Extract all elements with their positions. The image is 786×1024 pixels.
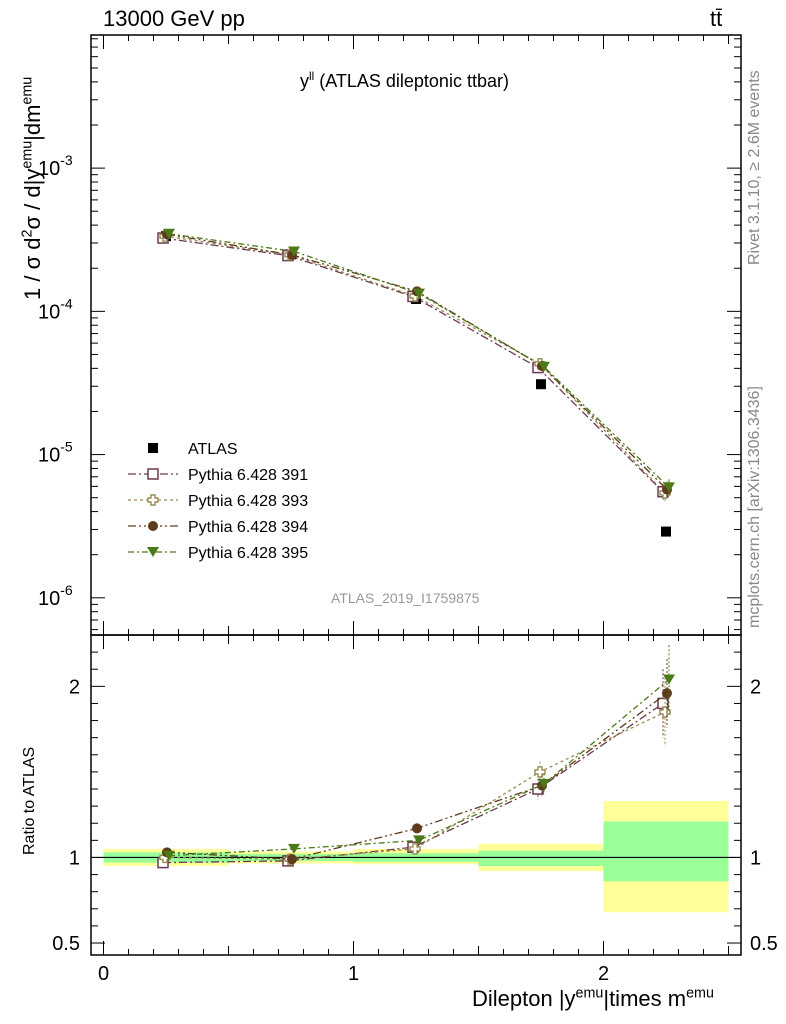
ratio-y-tick-label: 2 xyxy=(750,676,761,698)
plot-title-symbol: y xyxy=(300,71,309,91)
ratio-data-point xyxy=(288,843,300,854)
plot-title-superscript: ll xyxy=(309,70,315,83)
ratio-data-point xyxy=(538,778,550,789)
main-y-tick-exponent: -6 xyxy=(60,582,73,598)
main-series-line xyxy=(166,233,668,491)
main-data-point xyxy=(538,361,550,372)
legend-label: Pythia 6.428 391 xyxy=(188,467,308,484)
main-y-tick-label: 10-3 xyxy=(38,152,73,180)
ratio-y-tick-label: 0.5 xyxy=(750,933,778,955)
ratio-data-point xyxy=(413,835,425,846)
ratio-y-tick-label: 1 xyxy=(69,847,80,869)
main-series-line xyxy=(168,233,670,488)
ratio-data-point xyxy=(412,823,422,834)
xlabel-sup: emu xyxy=(575,985,604,1002)
ratio-y-tick-label: 2 xyxy=(69,676,80,698)
ratio-data-point xyxy=(163,850,175,861)
ratio-y-tick-label: 1 xyxy=(750,847,761,869)
main-y-tick-label: 10-5 xyxy=(38,439,73,467)
ratio-data-point xyxy=(662,688,672,699)
main-data-point xyxy=(661,526,671,537)
main-data-point xyxy=(536,379,546,390)
xlabel-part: Dilepton |y xyxy=(472,986,576,1011)
legend-label: ATLAS xyxy=(188,441,238,458)
legend-label: Pythia 6.428 395 xyxy=(188,545,308,562)
xlabel-part: |times m xyxy=(603,986,687,1011)
ratio-series-line xyxy=(162,702,664,864)
plot-title-text: (ATLAS dileptonic ttbar) xyxy=(314,71,509,91)
legend-marker xyxy=(148,443,158,453)
ratio-band-inner xyxy=(478,850,604,867)
x-axis-label: Dilepton |yemu|times memu xyxy=(472,985,714,1011)
ratio-series-line xyxy=(166,692,668,860)
xlabel-sup: emu xyxy=(686,985,714,1002)
legend-marker xyxy=(147,547,159,557)
main-y-tick-exponent: -3 xyxy=(60,152,73,168)
header-right: tt̄ xyxy=(710,6,723,31)
ratio-data-point xyxy=(663,674,675,685)
main-data-point xyxy=(413,288,425,299)
legend-marker xyxy=(147,468,159,480)
x-tick-label: 1 xyxy=(348,963,359,985)
ratio-plot-frame xyxy=(90,634,742,956)
main-y-tick-exponent: -5 xyxy=(60,439,73,455)
x-tick-label: 2 xyxy=(598,963,609,985)
legend-marker xyxy=(147,494,159,506)
ratio-data-point xyxy=(409,843,421,855)
x-tick-label: 0 xyxy=(98,963,109,985)
plot-title: yll (ATLAS dileptonic ttbar) xyxy=(300,70,509,91)
main-series-line xyxy=(162,237,664,493)
legend-label: Pythia 6.428 393 xyxy=(188,493,308,510)
header-left: 13000 GeV pp xyxy=(103,6,245,31)
ratio-y-tick-label: 0.5 xyxy=(52,933,80,955)
analysis-watermark: ATLAS_2019_I1759875 xyxy=(331,590,480,606)
legend-label: Pythia 6.428 394 xyxy=(188,519,308,536)
ratio-data-point xyxy=(659,706,671,718)
main-y-tick-label: 10-6 xyxy=(38,582,73,610)
main-y-tick-label: 10-4 xyxy=(38,295,73,323)
ratio-data-point xyxy=(287,854,297,865)
main-y-tick-exponent: -4 xyxy=(60,295,73,311)
main-series-line xyxy=(164,235,666,494)
main-data-point xyxy=(663,482,675,493)
legend-marker xyxy=(148,521,158,531)
ratio-band-inner xyxy=(603,821,729,882)
main-data-point xyxy=(163,228,175,239)
main-data-point xyxy=(288,246,300,257)
